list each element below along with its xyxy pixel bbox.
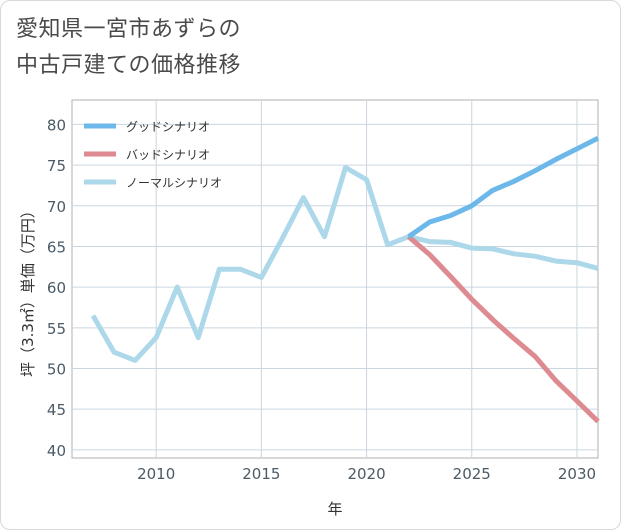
chart-title: 愛知県一宮市あずらの 中古戸建ての価格推移 [16,12,241,84]
y-tick-label-45: 45 [47,401,66,419]
y-tick-label-65: 65 [47,238,66,256]
x-tick-label-2015: 2015 [242,465,280,483]
y-tick-label-55: 55 [47,320,66,338]
x-tick-label-2030: 2030 [558,465,596,483]
x-axis-label: 年 [327,500,342,518]
series-lines [90,135,600,424]
legend-label-2: ノーマルシナリオ [126,176,222,190]
legend-label-0: グッドシナリオ [126,120,210,134]
series-line-0 [407,135,600,239]
y-tick-label-75: 75 [47,157,66,175]
chart-title-line-1: 愛知県一宮市あずらの [16,17,242,42]
y-tick-label-80: 80 [47,116,66,134]
x-tick-label-2020: 2020 [347,465,385,483]
plot-area [71,99,599,459]
y-tick-label-50: 50 [47,361,66,379]
x-tick-label-2025: 2025 [453,465,491,483]
y-tick-label-60: 60 [47,279,66,297]
chart-title-line-2: 中古戸建ての価格推移 [16,53,242,78]
legend-label-1: バッドシナリオ [126,148,210,162]
series-line-2 [90,165,599,363]
y-tick-labels: 40 45 50 55 60 65 70 75 80 [47,116,66,459]
series-line-1 [406,234,600,424]
x-tick-label-2010: 2010 [137,465,175,483]
y-tick-label-40: 40 [47,442,66,460]
y-tick-label-70: 70 [47,198,66,216]
grid-lines [72,100,598,458]
y-axis-label: 坪（3.3㎡）単価（万円） [19,203,37,377]
x-tick-labels: 2010 2015 2020 2025 2030 [137,465,596,483]
